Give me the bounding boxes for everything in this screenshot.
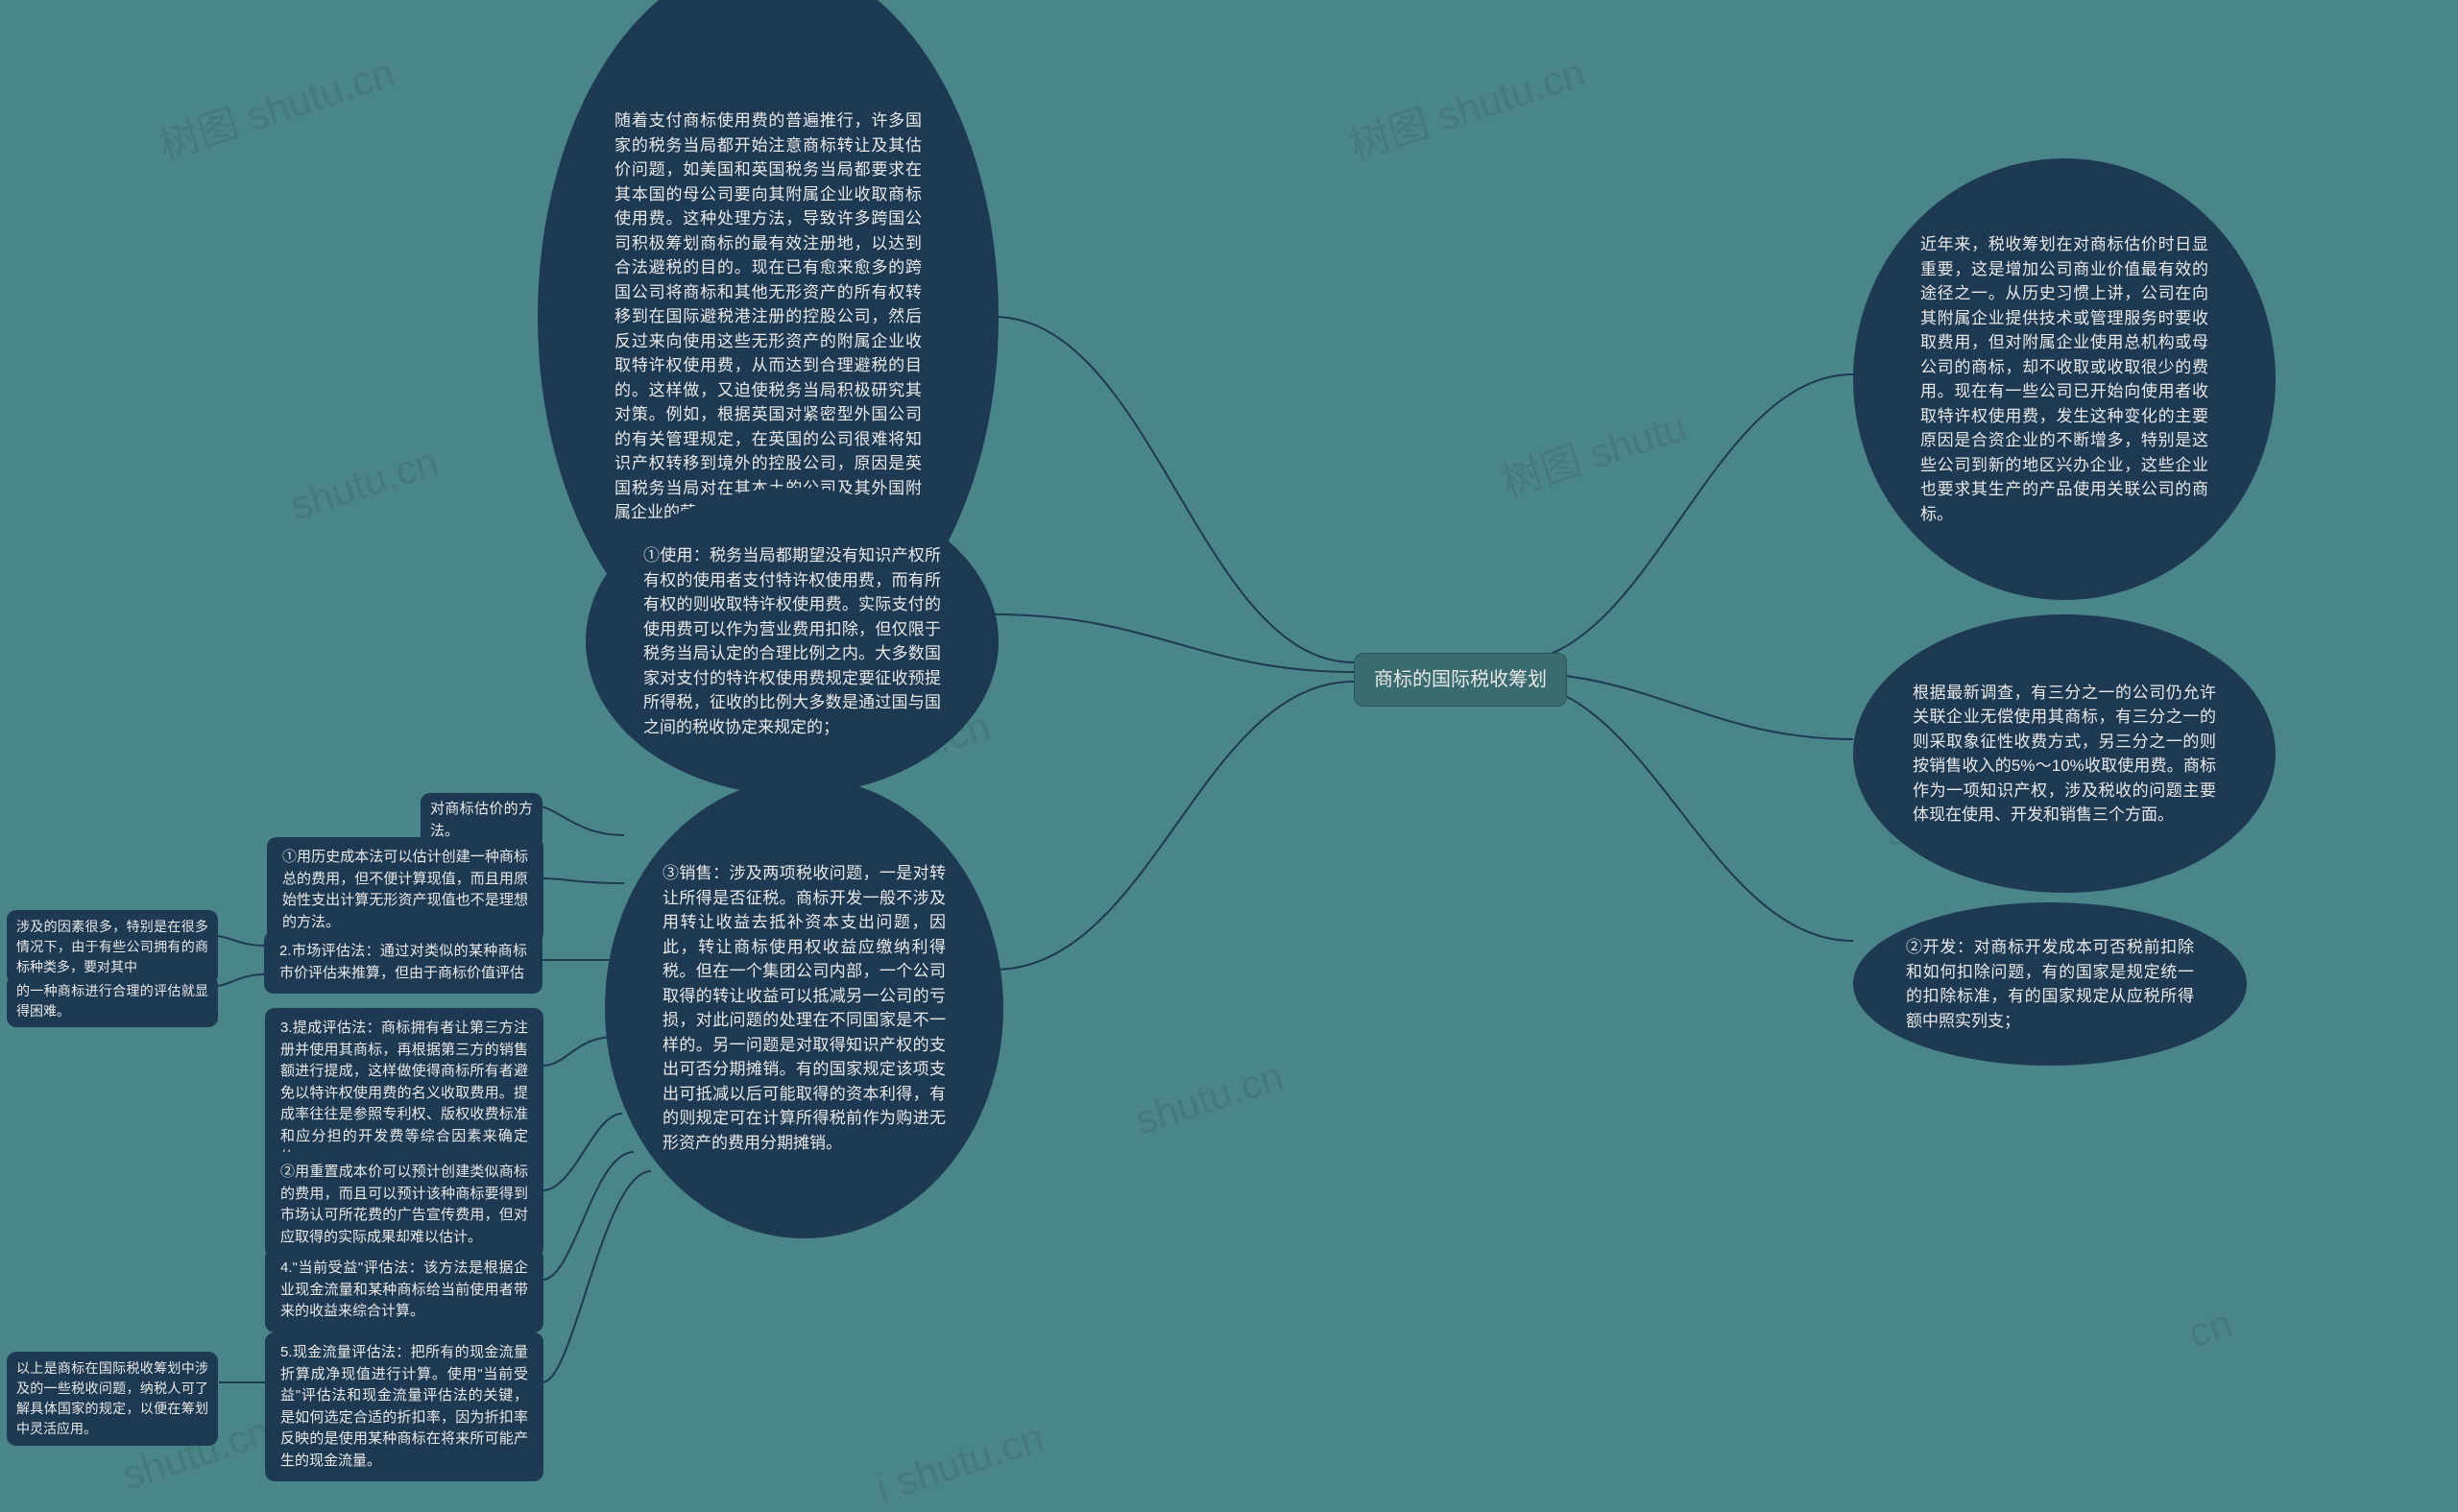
node-text: 随着支付商标使用费的普遍推行，许多国家的税务当局都开始注意商标转让及其估价问题，… [614, 108, 922, 525]
watermark: shutu.cn [1129, 1053, 1289, 1144]
node-text: 5.现金流量评估法：把所有的现金流量折算成净现值进行计算。使用"当前受益"评估法… [280, 1342, 528, 1472]
watermark: 树图 shutu.cn [1341, 40, 1592, 172]
node-small-2[interactable]: 2.市场评估法：通过对类似的某种商标市价评估来推算，但由于商标价值评估 [264, 931, 542, 994]
node-left-big-2[interactable]: ①使用：税务当局都期望没有知识产权所有权的使用者支付特许权使用费，而有所有权的则… [586, 488, 999, 795]
node-text: 根据最新调查，有三分之一的公司仍允许关联企业无偿使用其商标，有三分之一的则采取象… [1913, 681, 2216, 828]
node-small-mid[interactable]: ②用重置成本价可以预计创建类似商标的费用，而且可以预计该种商标要得到市场认可所花… [265, 1152, 543, 1258]
node-text: ①使用：税务当局都期望没有知识产权所有权的使用者支付特许权使用费，而有所有权的则… [643, 543, 941, 739]
edge [542, 1171, 651, 1382]
watermark: i shutu.cn [871, 1414, 1049, 1511]
edge [994, 317, 1354, 662]
node-text: ②开发：对商标开发成本可否税前扣除和如何扣除问题，有的国家是规定统一的扣除标准，… [1906, 935, 2194, 1033]
watermark: 树图 shutu.cn [151, 40, 401, 172]
node-text: 近年来，税收筹划在对商标估价时日显重要，这是增加公司商业价值最有效的途径之一。从… [1920, 232, 2208, 526]
node-text: 对商标估价的方法。 [430, 799, 533, 842]
watermark: 树图 shutu [1493, 395, 1693, 509]
edge [994, 614, 1354, 672]
edge [542, 1037, 614, 1066]
edge [542, 1152, 634, 1280]
node-text: 2.市场评估法：通过对类似的某种商标市价评估来推算，但由于商标价值评估 [279, 941, 527, 984]
node-right-2[interactable]: 根据最新调查，有三分之一的公司仍允许关联企业无偿使用其商标，有三分之一的则采取象… [1853, 614, 2276, 893]
node-left-big-3[interactable]: ③销售：涉及两项税收问题，一是对转让所得是否征税。商标开发一般不涉及用转让收益去… [605, 778, 1003, 1238]
edge [542, 1114, 622, 1190]
edge [1509, 374, 1853, 662]
node-right-3[interactable]: ②开发：对商标开发成本可否税前扣除和如何扣除问题，有的国家是规定统一的扣除标准，… [1853, 902, 2247, 1066]
edge [542, 878, 624, 883]
node-text: ①用历史成本法可以估计创建一种商标总的费用，但不便计算现值，而且用原始性支出计算… [282, 847, 528, 933]
node-small-2-right[interactable]: 的一种商标进行合理的评估就显得困难。 [7, 975, 218, 1027]
watermark: shutu.cn [284, 439, 444, 530]
node-small-1[interactable]: ①用历史成本法可以估计创建一种商标总的费用，但不便计算现值，而且用原始性支出计算… [267, 837, 543, 943]
node-text: 涉及的因素很多，特别是在很多情况下，由于有些公司拥有的商标种类多，要对其中 [16, 917, 208, 977]
center-node[interactable]: 商标的国际税收筹划 [1354, 653, 1567, 707]
edge [994, 682, 1354, 970]
edge [216, 974, 264, 986]
node-text: 3.提成评估法：商标拥有者让第三方注册并使用其商标，再根据第三方的销售额进行提成… [280, 1018, 528, 1169]
node-text: 的一种商标进行合理的评估就显得困难。 [16, 981, 208, 1021]
node-small-4[interactable]: 4."当前受益"评估法：该方法是根据企业现金流量和某种商标给当前使用者带来的收益… [265, 1248, 543, 1332]
node-small-2-left[interactable]: 涉及的因素很多，特别是在很多情况下，由于有些公司拥有的商标种类多，要对其中 [7, 910, 218, 984]
node-text: ③销售：涉及两项税收问题，一是对转让所得是否征税。商标开发一般不涉及用转让收益去… [663, 861, 946, 1155]
node-text: 以上是商标在国际税收筹划中涉及的一些税收问题，纳税人可了解具体国家的规定，以便在… [16, 1358, 208, 1439]
edge [538, 806, 624, 835]
edge [216, 936, 264, 946]
node-text: 4."当前受益"评估法：该方法是根据企业现金流量和某种商标给当前使用者带来的收益… [280, 1258, 528, 1323]
node-small-5-left[interactable]: 以上是商标在国际税收筹划中涉及的一些税收问题，纳税人可了解具体国家的规定，以便在… [7, 1352, 218, 1446]
watermark: cn [2183, 1300, 2238, 1356]
node-text: ②用重置成本价可以预计创建类似商标的费用，而且可以预计该种商标要得到市场认可所花… [280, 1162, 528, 1248]
node-small-5[interactable]: 5.现金流量评估法：把所有的现金流量折算成净现值进行计算。使用"当前受益"评估法… [265, 1332, 543, 1481]
center-label: 商标的国际税收筹划 [1374, 665, 1547, 694]
edge [1509, 682, 1853, 941]
node-right-1[interactable]: 近年来，税收筹划在对商标估价时日显重要，这是增加公司商业价值最有效的途径之一。从… [1853, 158, 2276, 600]
